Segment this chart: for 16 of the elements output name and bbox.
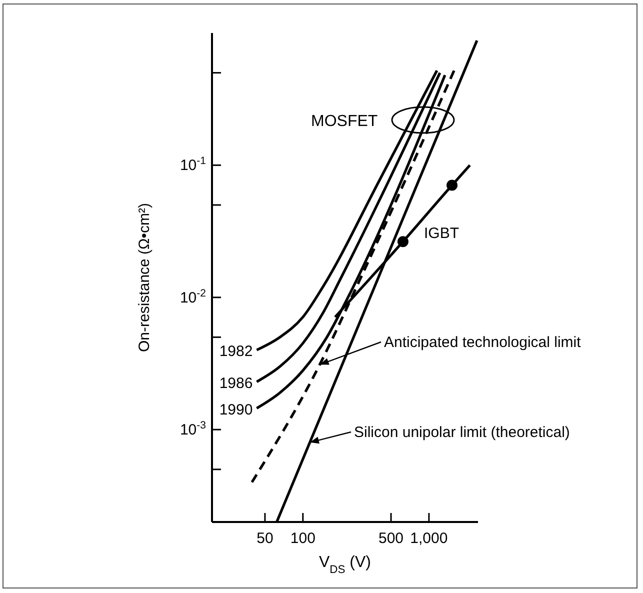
annotation: Anticipated technological limit (384, 334, 582, 351)
y-tick-label: 10$^{-3}$ (180, 420, 206, 439)
x-axis-title: V$_{DS}$ (V) (319, 554, 371, 576)
series-label: IGBT (424, 225, 460, 242)
annotation: Silicon unipolar limit (theoretical) (354, 424, 570, 441)
x-tick-label: 1,000 (410, 530, 448, 547)
y-axis-title: On-resistance (Ω•cm²) (136, 203, 153, 352)
x-tick-label: 50 (256, 530, 274, 547)
series-label: 1986 (219, 374, 253, 392)
y-tick-label: 10$^{-2}$ (180, 287, 206, 306)
annotation: MOSFET (311, 113, 378, 130)
y-tick-label: 10$^{-1}$ (180, 155, 206, 174)
series-label: 1990 (219, 401, 253, 418)
x-tick-label: 100 (290, 530, 316, 547)
series-label: 1982 (219, 343, 253, 360)
x-tick-label: 500 (378, 530, 404, 547)
